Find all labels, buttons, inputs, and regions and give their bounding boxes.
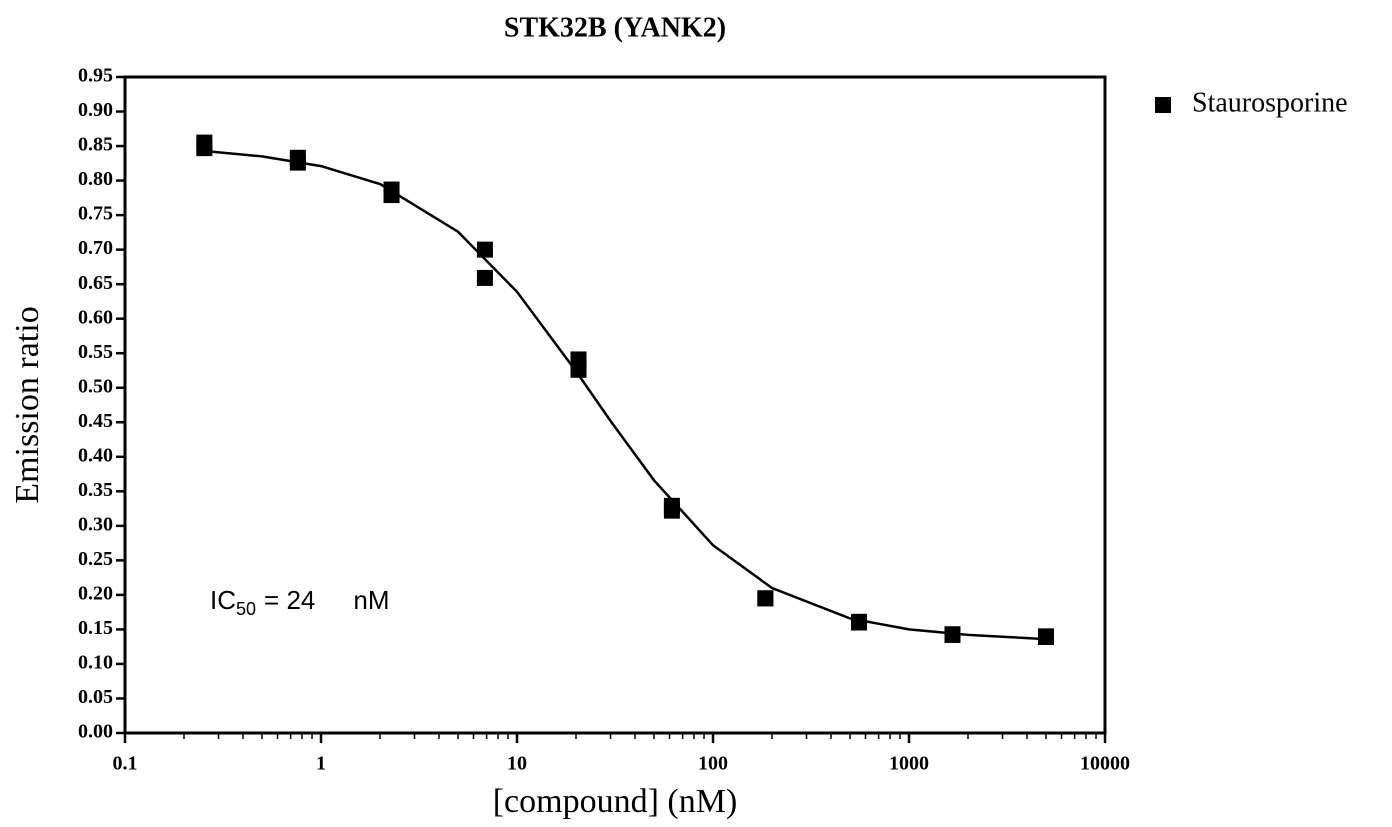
y-tick-label: 0.40	[78, 444, 113, 466]
y-tick-label: 0.55	[78, 341, 113, 363]
data-point	[944, 626, 961, 643]
data-point	[851, 614, 868, 631]
annotation-unit: nM	[353, 585, 389, 615]
annotation-value: = 24	[264, 585, 315, 615]
annotation-prefix: IC	[210, 585, 236, 615]
legend-label: Staurosporine	[1192, 87, 1348, 118]
y-axis-label: Emission ratio	[9, 306, 46, 503]
y-tick-label: 0.15	[78, 617, 113, 639]
y-tick-label: 0.85	[78, 134, 113, 156]
y-tick-label: 0.95	[78, 65, 113, 87]
x-tick-label: 0.1	[113, 753, 138, 775]
y-tick-label: 0.25	[78, 548, 113, 570]
y-tick-label: 0.30	[78, 513, 113, 535]
data-point	[476, 241, 493, 258]
y-tick-label: 0.65	[78, 272, 113, 294]
y-tick-label: 0.80	[78, 168, 113, 190]
y-tick-label: 0.90	[78, 99, 113, 121]
y-tick-label: 0.75	[78, 203, 113, 225]
fit-curve	[202, 149, 1047, 641]
annotation-subscript: 50	[236, 599, 256, 619]
data-point	[196, 140, 213, 157]
y-tick-label: 0.50	[78, 375, 113, 397]
annotation: IC50 = 24 nM	[210, 585, 389, 619]
plot-frame	[123, 75, 1107, 735]
y-tick-label: 0.10	[78, 652, 113, 674]
data-point	[570, 361, 587, 378]
y-tick-label: 0.35	[78, 479, 113, 501]
data-point	[1037, 629, 1054, 646]
y-tick-label: 0.45	[78, 410, 113, 432]
chart-title: STK32B (YANK2)	[504, 12, 726, 43]
x-tick-label: 10000	[1080, 753, 1130, 775]
x-tick-label: 1000	[889, 753, 929, 775]
data-point	[383, 187, 400, 204]
x-tick-label: 1	[316, 753, 326, 775]
x-tick-label: 100	[698, 753, 728, 775]
y-tick-label: 0.05	[78, 686, 113, 708]
y-tick-label: 0.00	[78, 721, 113, 743]
x-axis-label: [compound] (nM)	[493, 783, 738, 820]
y-tick-label: 0.20	[78, 582, 113, 604]
y-tick-label: 0.70	[78, 237, 113, 259]
x-tick-label: 10	[507, 753, 527, 775]
data-point	[476, 269, 493, 286]
data-point	[663, 502, 680, 519]
data-point	[289, 154, 306, 171]
y-tick-label: 0.60	[78, 306, 113, 328]
data-point	[757, 590, 774, 607]
legend-marker	[1155, 97, 1171, 113]
